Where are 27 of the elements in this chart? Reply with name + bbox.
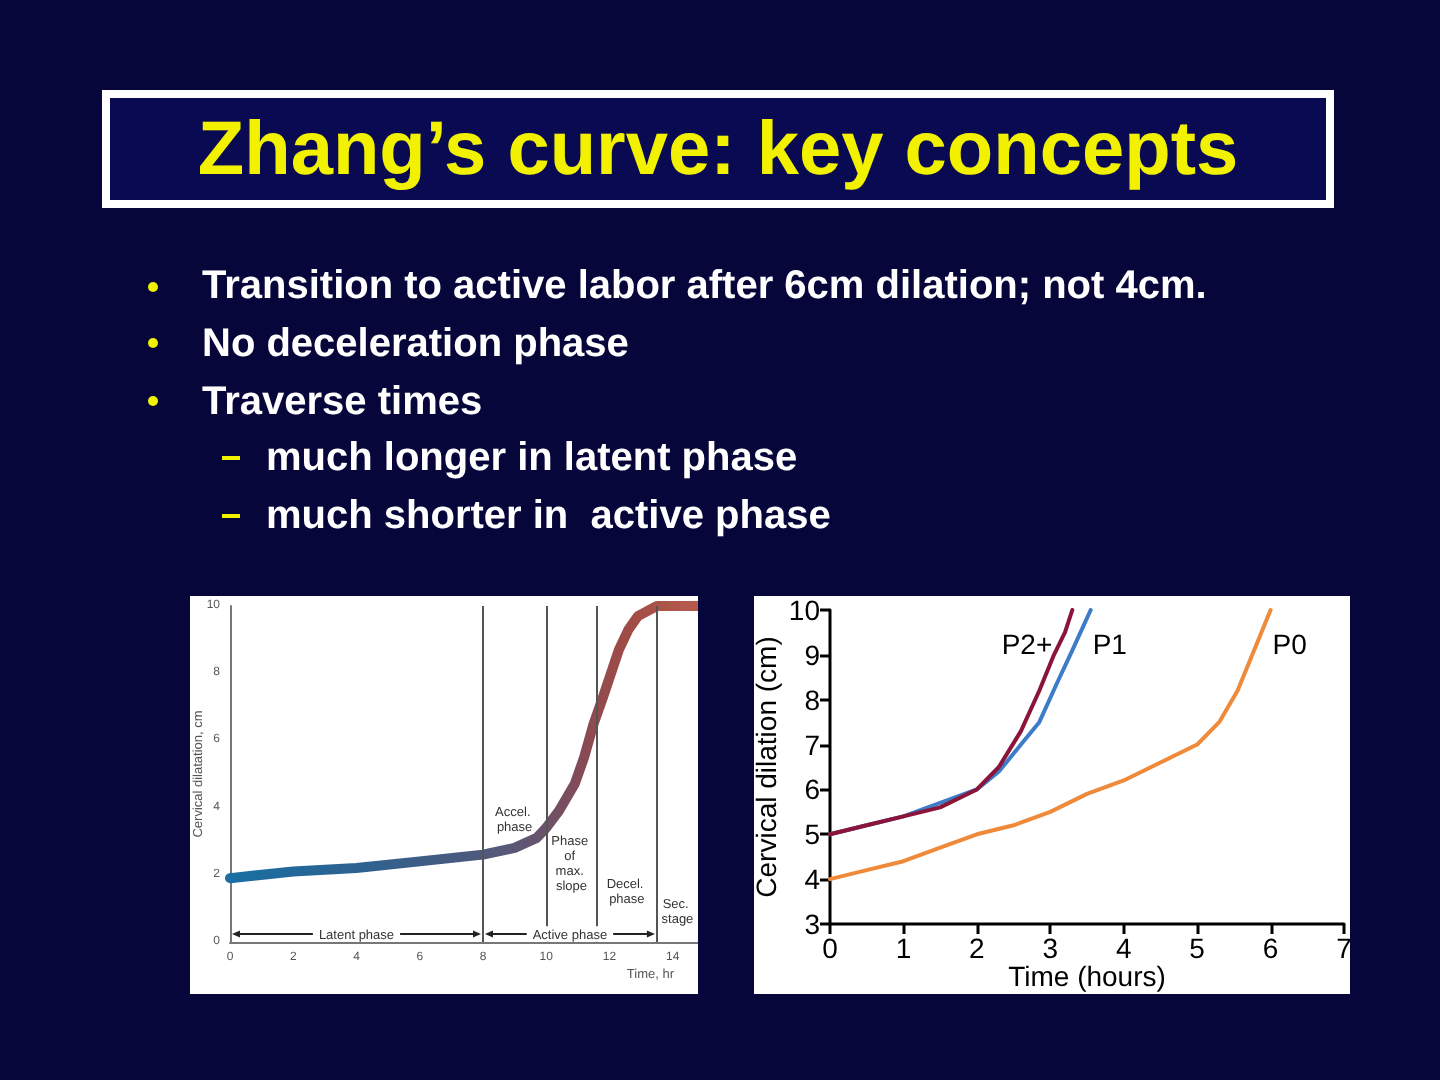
line-series [828, 608, 1273, 882]
y-tick-label: 10 [788, 594, 821, 626]
x-tick-label: 3 [1042, 932, 1059, 964]
y-tick-label: 8 [804, 683, 821, 716]
text: Transition to active labor after 6cm dilation; not 4cm. [202, 262, 1207, 310]
y-tick-label: 9 [804, 638, 821, 671]
x-tick-label: 4 [1115, 932, 1132, 964]
x-tick-label: 7 [1336, 932, 1353, 964]
series-label: P2+ [1001, 628, 1053, 660]
text: No deceleration phase [202, 319, 629, 368]
series-label: P1 [1092, 628, 1128, 660]
y-axis-title: Cervical dilation (cm) [750, 636, 782, 898]
x-axis-title: Time (hours) [1008, 960, 1166, 992]
text: much longer in latent phase [266, 434, 798, 483]
y-tick-label: 3 [804, 908, 821, 940]
x-tick-label: 2 [969, 932, 986, 964]
y-tick-label: 7 [804, 728, 821, 761]
text: Traverse times [202, 377, 483, 426]
y-tick-label: 6 [804, 773, 821, 806]
series-label: P0 [1272, 628, 1308, 660]
x-tick-label: 5 [1189, 932, 1206, 964]
y-tick-label: 4 [804, 863, 821, 896]
y-tick-label: 5 [804, 818, 821, 851]
text: Zhang’s curve: key concepts [197, 107, 1239, 191]
text: much shorter in active phase [266, 492, 831, 541]
x-tick-label: 1 [895, 932, 912, 964]
x-tick-label: 6 [1262, 932, 1279, 964]
